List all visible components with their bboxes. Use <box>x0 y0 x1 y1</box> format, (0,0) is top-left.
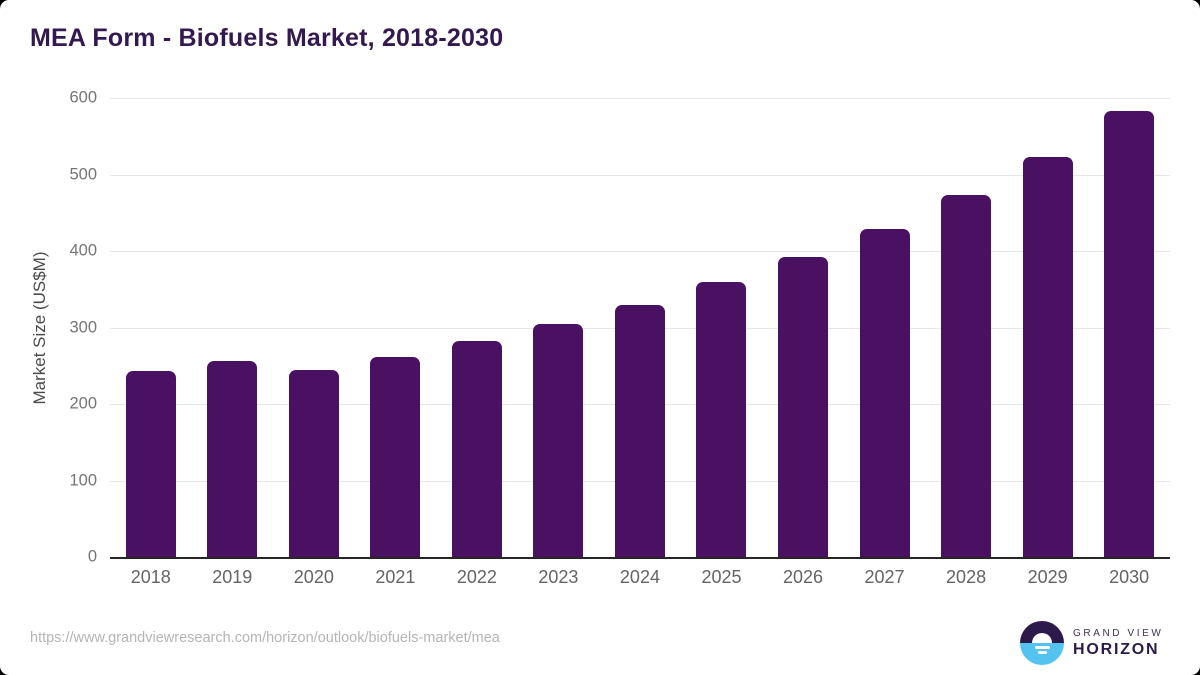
x-tick-label-2018: 2018 <box>130 567 171 587</box>
bar-2027 <box>859 228 910 557</box>
bar-slot <box>844 98 926 557</box>
bar-slot <box>436 98 518 557</box>
bar-2021 <box>370 356 421 557</box>
horizon-sunrise-icon <box>1020 621 1064 665</box>
bar-2026 <box>778 257 829 557</box>
y-tick-label: 300 <box>69 318 97 336</box>
bar-2028 <box>941 195 992 557</box>
brand-line-grand-view: GRAND VIEW <box>1073 627 1164 639</box>
x-tick-label-2029: 2029 <box>1027 567 1068 587</box>
bar-slot <box>762 98 844 557</box>
bar-slot <box>110 98 192 557</box>
x-tick-label-2026: 2026 <box>782 567 824 587</box>
x-tick-label-2024: 2024 <box>619 567 660 587</box>
bar-2020 <box>288 369 339 557</box>
bar-slot <box>1007 98 1089 557</box>
bar-slot <box>355 98 437 557</box>
bar-slot <box>1088 98 1170 557</box>
gridline <box>110 174 1170 176</box>
x-tick-label-2028: 2028 <box>946 567 987 587</box>
bar-2022 <box>451 341 502 557</box>
brand-logo: GRAND VIEW HORIZON <box>1020 621 1163 665</box>
bar-2025 <box>696 282 747 557</box>
bar-slot <box>518 98 600 557</box>
y-tick-label: 400 <box>69 241 97 260</box>
bar-slot <box>273 98 355 557</box>
x-tick-label-2030: 2030 <box>1109 567 1150 587</box>
y-tick-label: 200 <box>69 394 97 413</box>
bar-slot <box>681 98 763 557</box>
bar-slot <box>925 98 1007 557</box>
x-tick-label-2022: 2022 <box>456 567 497 587</box>
x-tick-label-2027: 2027 <box>864 567 905 587</box>
x-tick-label-2023: 2023 <box>538 567 579 587</box>
gridline <box>110 98 1170 99</box>
bar-slot <box>192 98 274 557</box>
x-tick-label-2020: 2020 <box>293 567 334 587</box>
bar-2024 <box>614 304 665 557</box>
x-tick-label-2019: 2019 <box>212 567 253 587</box>
x-tick-label-2025: 2025 <box>701 567 742 587</box>
bar-2019 <box>207 361 258 557</box>
bar-series <box>110 98 1170 557</box>
bar-slot <box>599 98 681 557</box>
y-tick-label: 100 <box>69 471 97 490</box>
brand-name: GRAND VIEW HORIZON <box>1073 628 1163 659</box>
y-tick-label: 600 <box>69 88 97 107</box>
x-tick-label-2021: 2021 <box>375 567 416 587</box>
chart-title: MEA Form - Biofuels Market, 2018-2030 <box>30 24 504 52</box>
bar-2023 <box>533 324 584 557</box>
y-tick-label: 0 <box>87 547 97 566</box>
gridline <box>110 251 1170 253</box>
y-axis-ticks: 0 100 200 300 400 500 600 <box>0 89 97 566</box>
bar-2029 <box>1022 156 1073 557</box>
y-tick-label: 500 <box>69 165 97 183</box>
plot-area <box>110 98 1170 559</box>
bar-2030 <box>1104 111 1155 557</box>
source-url: https://www.grandviewresearch.com/horizo… <box>30 630 500 646</box>
x-axis-labels: 2018 2019 2020 2021 2022 2023 2024 2025 2026 2027… <box>110 567 1170 588</box>
bar-2018 <box>125 371 176 557</box>
brand-line-horizon: HORIZON <box>1073 640 1160 658</box>
